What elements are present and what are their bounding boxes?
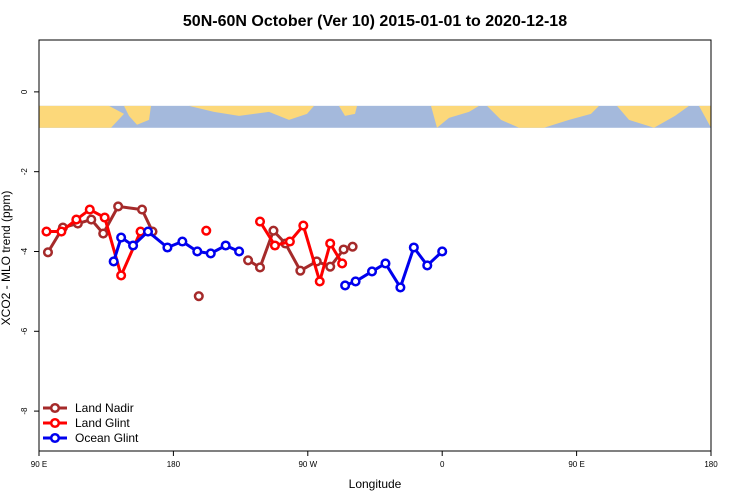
axes: 90 E 180 90 W 0 90 E 180 0 -2 -4 -6 -8 <box>20 89 718 469</box>
data-point <box>422 260 433 271</box>
map-land-7 <box>699 105 711 128</box>
map-land-6 <box>617 105 689 128</box>
data-point <box>395 282 406 293</box>
map-land-2 <box>189 105 314 120</box>
series-layer <box>41 201 448 302</box>
data-point <box>128 240 139 251</box>
legend-item: Ocean Glint <box>43 431 139 445</box>
legend-marker <box>49 402 61 414</box>
data-point <box>86 214 97 225</box>
x-tick-label: 180 <box>704 460 718 469</box>
data-point <box>350 276 361 287</box>
data-point <box>192 246 203 257</box>
map-land-3 <box>339 105 357 116</box>
x-tick-label: 180 <box>167 460 181 469</box>
data-point <box>220 240 231 251</box>
legend-marker <box>49 432 61 444</box>
data-point <box>142 226 154 237</box>
data-point <box>366 266 378 277</box>
data-point <box>116 270 127 281</box>
data-point <box>136 204 148 215</box>
data-point <box>201 225 212 236</box>
data-point <box>42 247 54 258</box>
legend-marker <box>49 417 61 429</box>
data-point <box>437 246 448 257</box>
data-point <box>116 232 127 243</box>
data-point <box>284 236 295 247</box>
data-point <box>408 242 419 253</box>
data-point <box>337 258 348 269</box>
series-line <box>112 230 240 262</box>
data-point <box>193 291 204 302</box>
data-point <box>298 220 309 231</box>
chart-title: 50N-60N October (Ver 10) 2015-01-01 to 2… <box>183 13 567 30</box>
data-point <box>254 262 266 273</box>
data-point <box>113 201 124 212</box>
map-land-4 <box>431 105 479 128</box>
data-point <box>99 212 110 223</box>
y-tick-label: -6 <box>20 327 29 335</box>
data-point <box>340 280 351 291</box>
data-point <box>380 258 391 269</box>
data-point <box>234 246 245 257</box>
x-tick-label: 90 E <box>568 460 584 469</box>
data-point <box>162 242 173 253</box>
data-point <box>56 226 67 237</box>
y-axis-label: XCO2 - MLO trend (ppm) <box>0 191 13 326</box>
series-land-glint <box>41 204 348 287</box>
legend-item: Land Nadir <box>43 401 134 415</box>
data-point <box>325 238 336 249</box>
world-map-band <box>39 105 711 128</box>
legend-label: Land Nadir <box>75 401 134 415</box>
map-land-1 <box>124 105 151 125</box>
series-ocean-glint <box>108 226 448 293</box>
x-tick-label: 0 <box>440 460 445 469</box>
data-point <box>268 225 279 236</box>
data-point <box>108 256 119 267</box>
data-point <box>269 240 280 251</box>
map-land-0 <box>39 105 124 128</box>
map-land-5 <box>487 105 599 128</box>
y-tick-label: 0 <box>20 89 29 94</box>
data-point <box>295 265 306 276</box>
data-point <box>177 236 188 247</box>
data-point <box>243 255 254 266</box>
data-point <box>338 244 349 255</box>
data-point <box>325 261 336 272</box>
plot-area <box>38 39 712 452</box>
y-tick-label: -4 <box>20 247 29 255</box>
legend-item: Land Glint <box>43 416 130 430</box>
legend-label: Land Glint <box>75 416 130 430</box>
data-point <box>71 214 82 225</box>
data-point <box>347 241 358 252</box>
y-tick-label: -2 <box>20 168 29 176</box>
data-point <box>314 276 325 287</box>
x-tick-label: 90 W <box>298 460 317 469</box>
data-point <box>41 226 52 237</box>
x-axis-label: Longitude <box>349 477 402 491</box>
data-point <box>254 216 266 227</box>
data-point <box>205 248 216 259</box>
y-tick-label: -8 <box>20 407 29 415</box>
x-tick-label: 90 E <box>31 460 47 469</box>
legend-label: Ocean Glint <box>75 431 139 445</box>
data-point <box>84 204 95 215</box>
data-point <box>98 228 109 239</box>
